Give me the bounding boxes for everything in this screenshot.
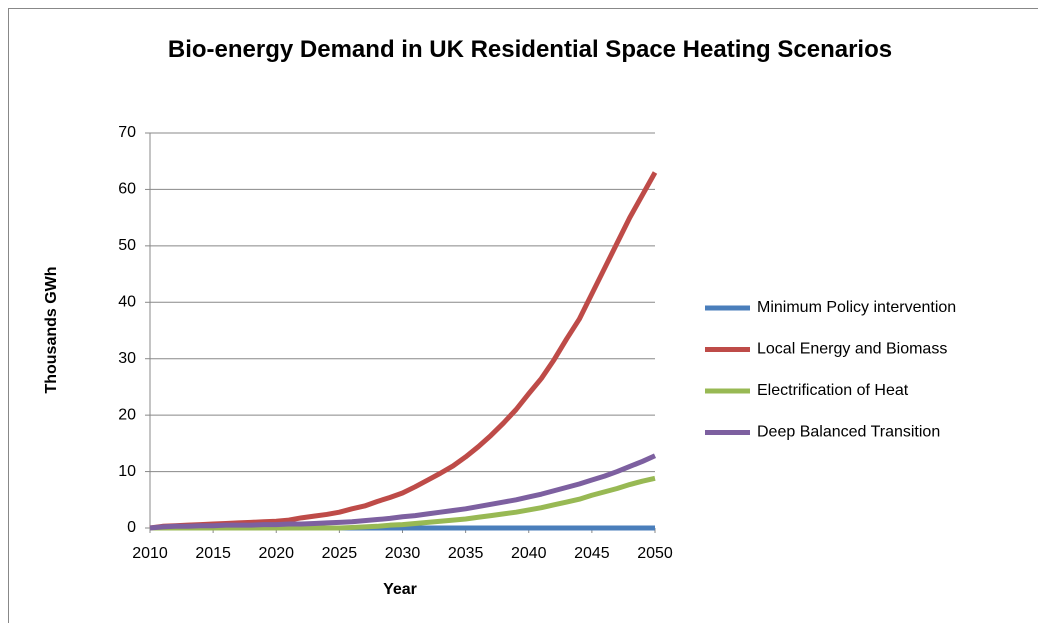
chart-border	[8, 8, 1038, 623]
x-tick-label: 2010	[132, 545, 168, 562]
x-tick-label: 2015	[195, 545, 231, 562]
legend-label: Electrification of Heat	[757, 382, 909, 399]
x-tick-label: 2045	[574, 545, 610, 562]
y-tick-label: 60	[118, 181, 136, 198]
x-tick-label: 2040	[511, 545, 547, 562]
y-tick-label: 20	[118, 406, 136, 423]
legend-label: Minimum Policy intervention	[757, 299, 956, 316]
series-line	[150, 475, 656, 531]
x-tick-label: 2050	[637, 545, 673, 562]
series-line	[149, 171, 658, 531]
y-tick-label: 10	[118, 463, 136, 480]
x-tick-label: 2035	[448, 545, 484, 562]
y-tick-label: 50	[118, 237, 136, 254]
y-tick-label: 70	[118, 124, 136, 141]
legend-label: Local Energy and Biomass	[757, 341, 947, 358]
y-tick-label: 40	[118, 294, 136, 311]
chart-title: Bio-energy Demand in UK Residential Spac…	[167, 36, 893, 63]
x-tick-label: 2020	[258, 545, 294, 562]
y-axis-label: Thousands GWh	[43, 266, 60, 393]
y-tick-label: 30	[118, 350, 136, 367]
x-tick-label: 2025	[322, 545, 358, 562]
x-axis-label: Year	[383, 581, 417, 598]
y-tick-label: 0	[127, 519, 136, 536]
legend-label: Deep Balanced Transition	[757, 424, 940, 441]
x-tick-label: 2030	[385, 545, 421, 562]
series-line	[149, 453, 657, 531]
